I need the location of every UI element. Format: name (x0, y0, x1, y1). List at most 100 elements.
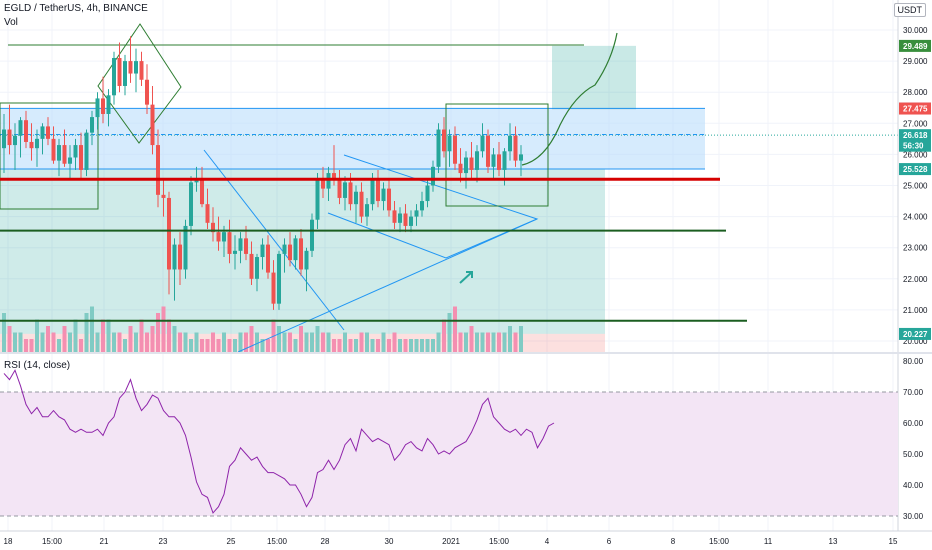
volume-bar (13, 332, 17, 352)
x-tick-label: 15:00 (267, 537, 288, 546)
volume-bar (101, 319, 105, 352)
candle (238, 238, 243, 251)
volume-bar (145, 332, 149, 352)
volume-bar (216, 339, 221, 352)
currency-unit-button[interactable]: USDT (893, 3, 926, 17)
volume-bar (205, 339, 210, 352)
volume-bar (326, 332, 331, 352)
candle (222, 232, 226, 242)
candle (112, 57, 116, 96)
volume-bar (7, 326, 12, 352)
volume-bar (343, 332, 347, 352)
candle (90, 117, 94, 133)
volume-bar (62, 326, 67, 352)
volume-bar (332, 339, 336, 352)
y-tick-label: 26.000 (903, 150, 928, 159)
rsi-line (3, 369, 555, 514)
x-tick-label: 15:00 (489, 537, 510, 546)
candle (359, 191, 364, 217)
candle (205, 204, 210, 223)
volume-bar (139, 319, 144, 352)
candle (513, 135, 518, 161)
candle (376, 179, 380, 202)
volume-bar (480, 332, 485, 352)
volume-bar (436, 332, 441, 352)
candle (266, 244, 270, 273)
volume-bar (464, 332, 468, 352)
candle (420, 201, 424, 211)
volume-bar (189, 339, 193, 352)
consolidation-box (445, 103, 549, 207)
volume-bar (315, 326, 320, 352)
candle (189, 182, 193, 226)
candle (299, 238, 303, 270)
triangle-line (327, 212, 538, 259)
rsi-tick-label: 80.00 (903, 357, 924, 366)
candle (134, 61, 138, 74)
volume-bar (447, 313, 452, 352)
target-zone (552, 45, 636, 109)
x-tick-label: 25 (227, 537, 236, 546)
price-label: 20.227 (903, 330, 928, 339)
candle (106, 95, 111, 114)
candle (453, 135, 457, 164)
volume-bar (106, 319, 111, 352)
candle (183, 225, 188, 270)
x-tick-label: 28 (321, 537, 330, 546)
rsi-tick-label: 30.00 (903, 512, 924, 521)
volume-bar (57, 339, 61, 352)
candle (156, 145, 160, 195)
candle (282, 244, 287, 254)
volume-bar (453, 306, 457, 352)
volume-bar (425, 339, 430, 352)
volume-bar (161, 306, 166, 352)
candle (46, 126, 50, 139)
volume-bar (73, 319, 78, 352)
volume-bar (249, 326, 254, 352)
price-label-tag (899, 129, 931, 142)
candle (178, 244, 182, 270)
candle (95, 98, 100, 118)
volume-bar (442, 319, 446, 352)
volume-bar (304, 332, 309, 352)
volume-bar (387, 339, 391, 352)
price-label: 26.618 (903, 131, 928, 140)
volume-bar (337, 339, 342, 352)
candle (469, 157, 474, 170)
candle (502, 151, 507, 170)
volume-bar (486, 332, 490, 352)
volume-bar (469, 326, 474, 352)
candle (332, 173, 336, 180)
volume-bar (29, 339, 34, 352)
volume-bar (183, 332, 188, 352)
candle (255, 257, 259, 279)
volume-bar (409, 339, 413, 352)
y-tick-label: 28.000 (903, 88, 928, 97)
volume-bar (392, 332, 397, 352)
volume-bar (134, 332, 138, 352)
rsi-tick-label: 40.00 (903, 481, 924, 490)
x-tick-label: 23 (159, 537, 168, 546)
volume-bar (260, 339, 265, 352)
candle (436, 129, 441, 167)
price-label: 29.489 (903, 42, 928, 51)
candle (337, 179, 342, 198)
chart-title: EGLD / TetherUS, 4h, BINANCE (4, 3, 148, 14)
candle (315, 179, 320, 220)
y-tick-label: 24.000 (903, 213, 928, 222)
volume-bar (79, 339, 83, 352)
volume-bar (414, 339, 419, 352)
volume-bar (403, 339, 408, 352)
candle (480, 135, 485, 152)
candle (398, 213, 402, 223)
candle (271, 272, 276, 304)
candle (216, 232, 221, 242)
rsi-tick-label: 60.00 (903, 419, 924, 428)
rsi-tick-label: 50.00 (903, 450, 924, 459)
candle (321, 179, 325, 189)
candle (244, 238, 248, 254)
candle (293, 238, 298, 261)
volume-label: Vol (4, 17, 18, 28)
volume-bar (458, 332, 463, 352)
